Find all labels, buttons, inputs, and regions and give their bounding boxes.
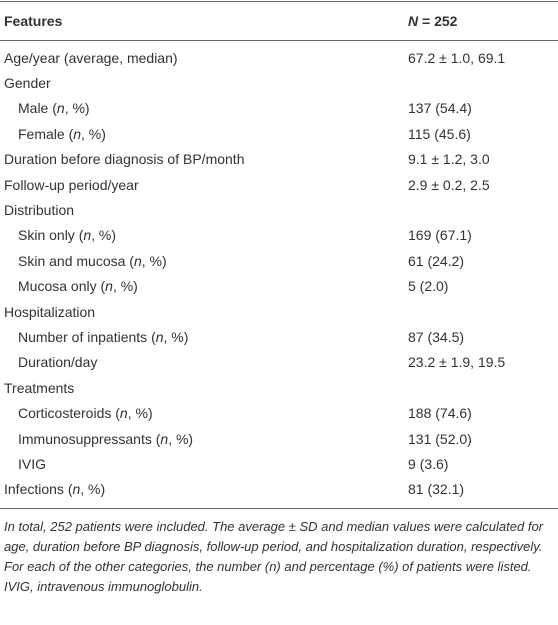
text-segment: Skin only (	[18, 227, 84, 244]
row-label: Infections (n, %)	[0, 481, 408, 497]
sub-row: Number of inpatients (n, %) 87 (34.5)	[0, 324, 558, 349]
row-label: Mucosa only (n, %)	[0, 278, 408, 294]
table-note: In total, 252 patients were included. Th…	[4, 519, 544, 595]
row-label: Duration/day	[0, 354, 408, 370]
row-value: 87 (34.5)	[408, 328, 465, 345]
row-label: Female (n, %)	[0, 126, 408, 142]
row-label: IVIG	[0, 456, 408, 472]
header-value: N = 252	[408, 13, 457, 29]
text-segment: Corticosteroids (	[18, 405, 120, 422]
row: Follow-up period/year 2.9 ± 0.2, 2.5	[0, 172, 558, 197]
row-value: 5 (2.0)	[408, 278, 449, 295]
row-value: 115 (45.6)	[408, 125, 471, 142]
text-segment: n	[155, 328, 164, 345]
text-segment: n	[73, 125, 82, 142]
text-segment: n	[105, 278, 113, 295]
row-label: Corticosteroids (n, %)	[0, 405, 408, 421]
text-segment: Age/year (average, median)	[4, 49, 178, 66]
sub-row: Duration/day 23.2 ± 1.9, 19.5	[0, 350, 558, 375]
sub-row: Skin only (n, %) 169 (67.1)	[0, 223, 558, 248]
text-segment: , %)	[168, 430, 194, 447]
row: Age/year (average, median) 67.2 ± 1.0, 69…	[0, 45, 558, 70]
text-segment: Immunosuppressants (	[18, 430, 161, 447]
sub-row: Corticosteroids (n, %) 188 (74.6)	[0, 400, 558, 425]
row-label: Immunosuppressants (n, %)	[0, 431, 408, 447]
row-value: 137 (54.4)	[408, 100, 472, 117]
text-segment: n	[160, 430, 169, 447]
row: Hospitalization	[0, 299, 558, 324]
row-label: Follow-up period/year	[0, 177, 408, 193]
sub-row: Female (n, %) 115 (45.6)	[0, 121, 558, 146]
text-segment: Gender	[4, 75, 51, 92]
text-segment: , %)	[127, 405, 153, 422]
row-value: 9 (3.6)	[408, 455, 449, 472]
table: Features N = 252 Age/year (average, median…	[0, 1, 558, 510]
text-segment: n	[119, 405, 128, 422]
text-segment: n	[56, 100, 65, 117]
sub-row: IVIG 9 (3.6)	[0, 451, 558, 476]
header-label: Features	[0, 13, 408, 29]
header-row: Features N = 252	[0, 2, 558, 41]
sub-row: Male (n, %) 137 (54.4)	[0, 96, 558, 121]
text-segment: Male (	[18, 100, 57, 117]
text-segment: , %)	[64, 100, 90, 117]
text-segment: n	[72, 481, 81, 498]
row-label: Hospitalization	[0, 304, 408, 320]
row-label: Distribution	[0, 202, 408, 218]
text-segment: Features	[4, 13, 63, 29]
text-segment: = 252	[418, 13, 458, 29]
text-segment: , %)	[91, 227, 117, 244]
sub-row: Skin and mucosa (n, %) 61 (24.2)	[0, 248, 558, 273]
text-segment: Duration/day	[18, 354, 98, 371]
sub-row: Mucosa only (n, %) 5 (2.0)	[0, 274, 558, 299]
text-segment: n	[83, 227, 92, 244]
sub-row: Immunosuppressants (n, %) 131 (52.0)	[0, 426, 558, 451]
row-label: Gender	[0, 75, 408, 91]
text-segment: Skin and mucosa (	[18, 252, 134, 269]
text-segment: , %)	[112, 278, 138, 295]
text-segment: Mucosa only (	[18, 278, 106, 295]
row: Infections (n, %) 81 (32.1)	[0, 477, 558, 502]
row: Duration before diagnosis of BP/month 9.1…	[0, 147, 558, 172]
row-label: Skin only (n, %)	[0, 227, 408, 243]
row-value: 61 (24.2)	[408, 252, 465, 269]
text-segment: Hospitalization	[4, 303, 96, 320]
text-segment: Female (	[18, 125, 74, 142]
row-value: 67.2 ± 1.0, 69.1	[408, 49, 506, 66]
row: Gender	[0, 70, 558, 95]
row-value: 131 (52.0)	[408, 430, 472, 447]
row: Distribution	[0, 197, 558, 222]
text-segment: Distribution	[4, 202, 75, 219]
text-segment: N	[408, 13, 419, 29]
text-segment: , %)	[163, 328, 189, 345]
text-segment: n	[133, 252, 142, 269]
row-value: 169 (67.1)	[408, 227, 472, 244]
text-segment: , %)	[80, 481, 106, 498]
row-value: 2.9 ± 0.2, 2.5	[408, 176, 490, 193]
text-segment: , %)	[81, 125, 106, 142]
row-value: 23.2 ± 1.9, 19.5	[408, 354, 506, 371]
row: Treatments	[0, 375, 558, 400]
text-segment: Follow-up period/year	[4, 176, 139, 193]
row-label: Treatments	[0, 380, 408, 396]
text-segment: Treatments	[4, 379, 75, 396]
row-label: Number of inpatients (n, %)	[0, 329, 408, 345]
row-label: Age/year (average, median)	[0, 50, 408, 66]
row-label: Male (n, %)	[0, 100, 408, 116]
row-label: Skin and mucosa (n, %)	[0, 253, 408, 269]
row-value: 188 (74.6)	[408, 405, 472, 422]
text-segment: , %)	[141, 252, 167, 269]
text-segment: Duration before diagnosis of BP/month	[4, 151, 245, 168]
text-segment: IVIG	[18, 455, 47, 472]
text-segment: Number of inpatients (	[18, 328, 156, 345]
text-segment: Infections (	[4, 481, 73, 498]
row-label: Duration before diagnosis of BP/month	[0, 151, 408, 167]
row-value: 81 (32.1)	[408, 481, 465, 498]
row-value: 9.1 ± 1.2, 3.0	[408, 151, 490, 168]
